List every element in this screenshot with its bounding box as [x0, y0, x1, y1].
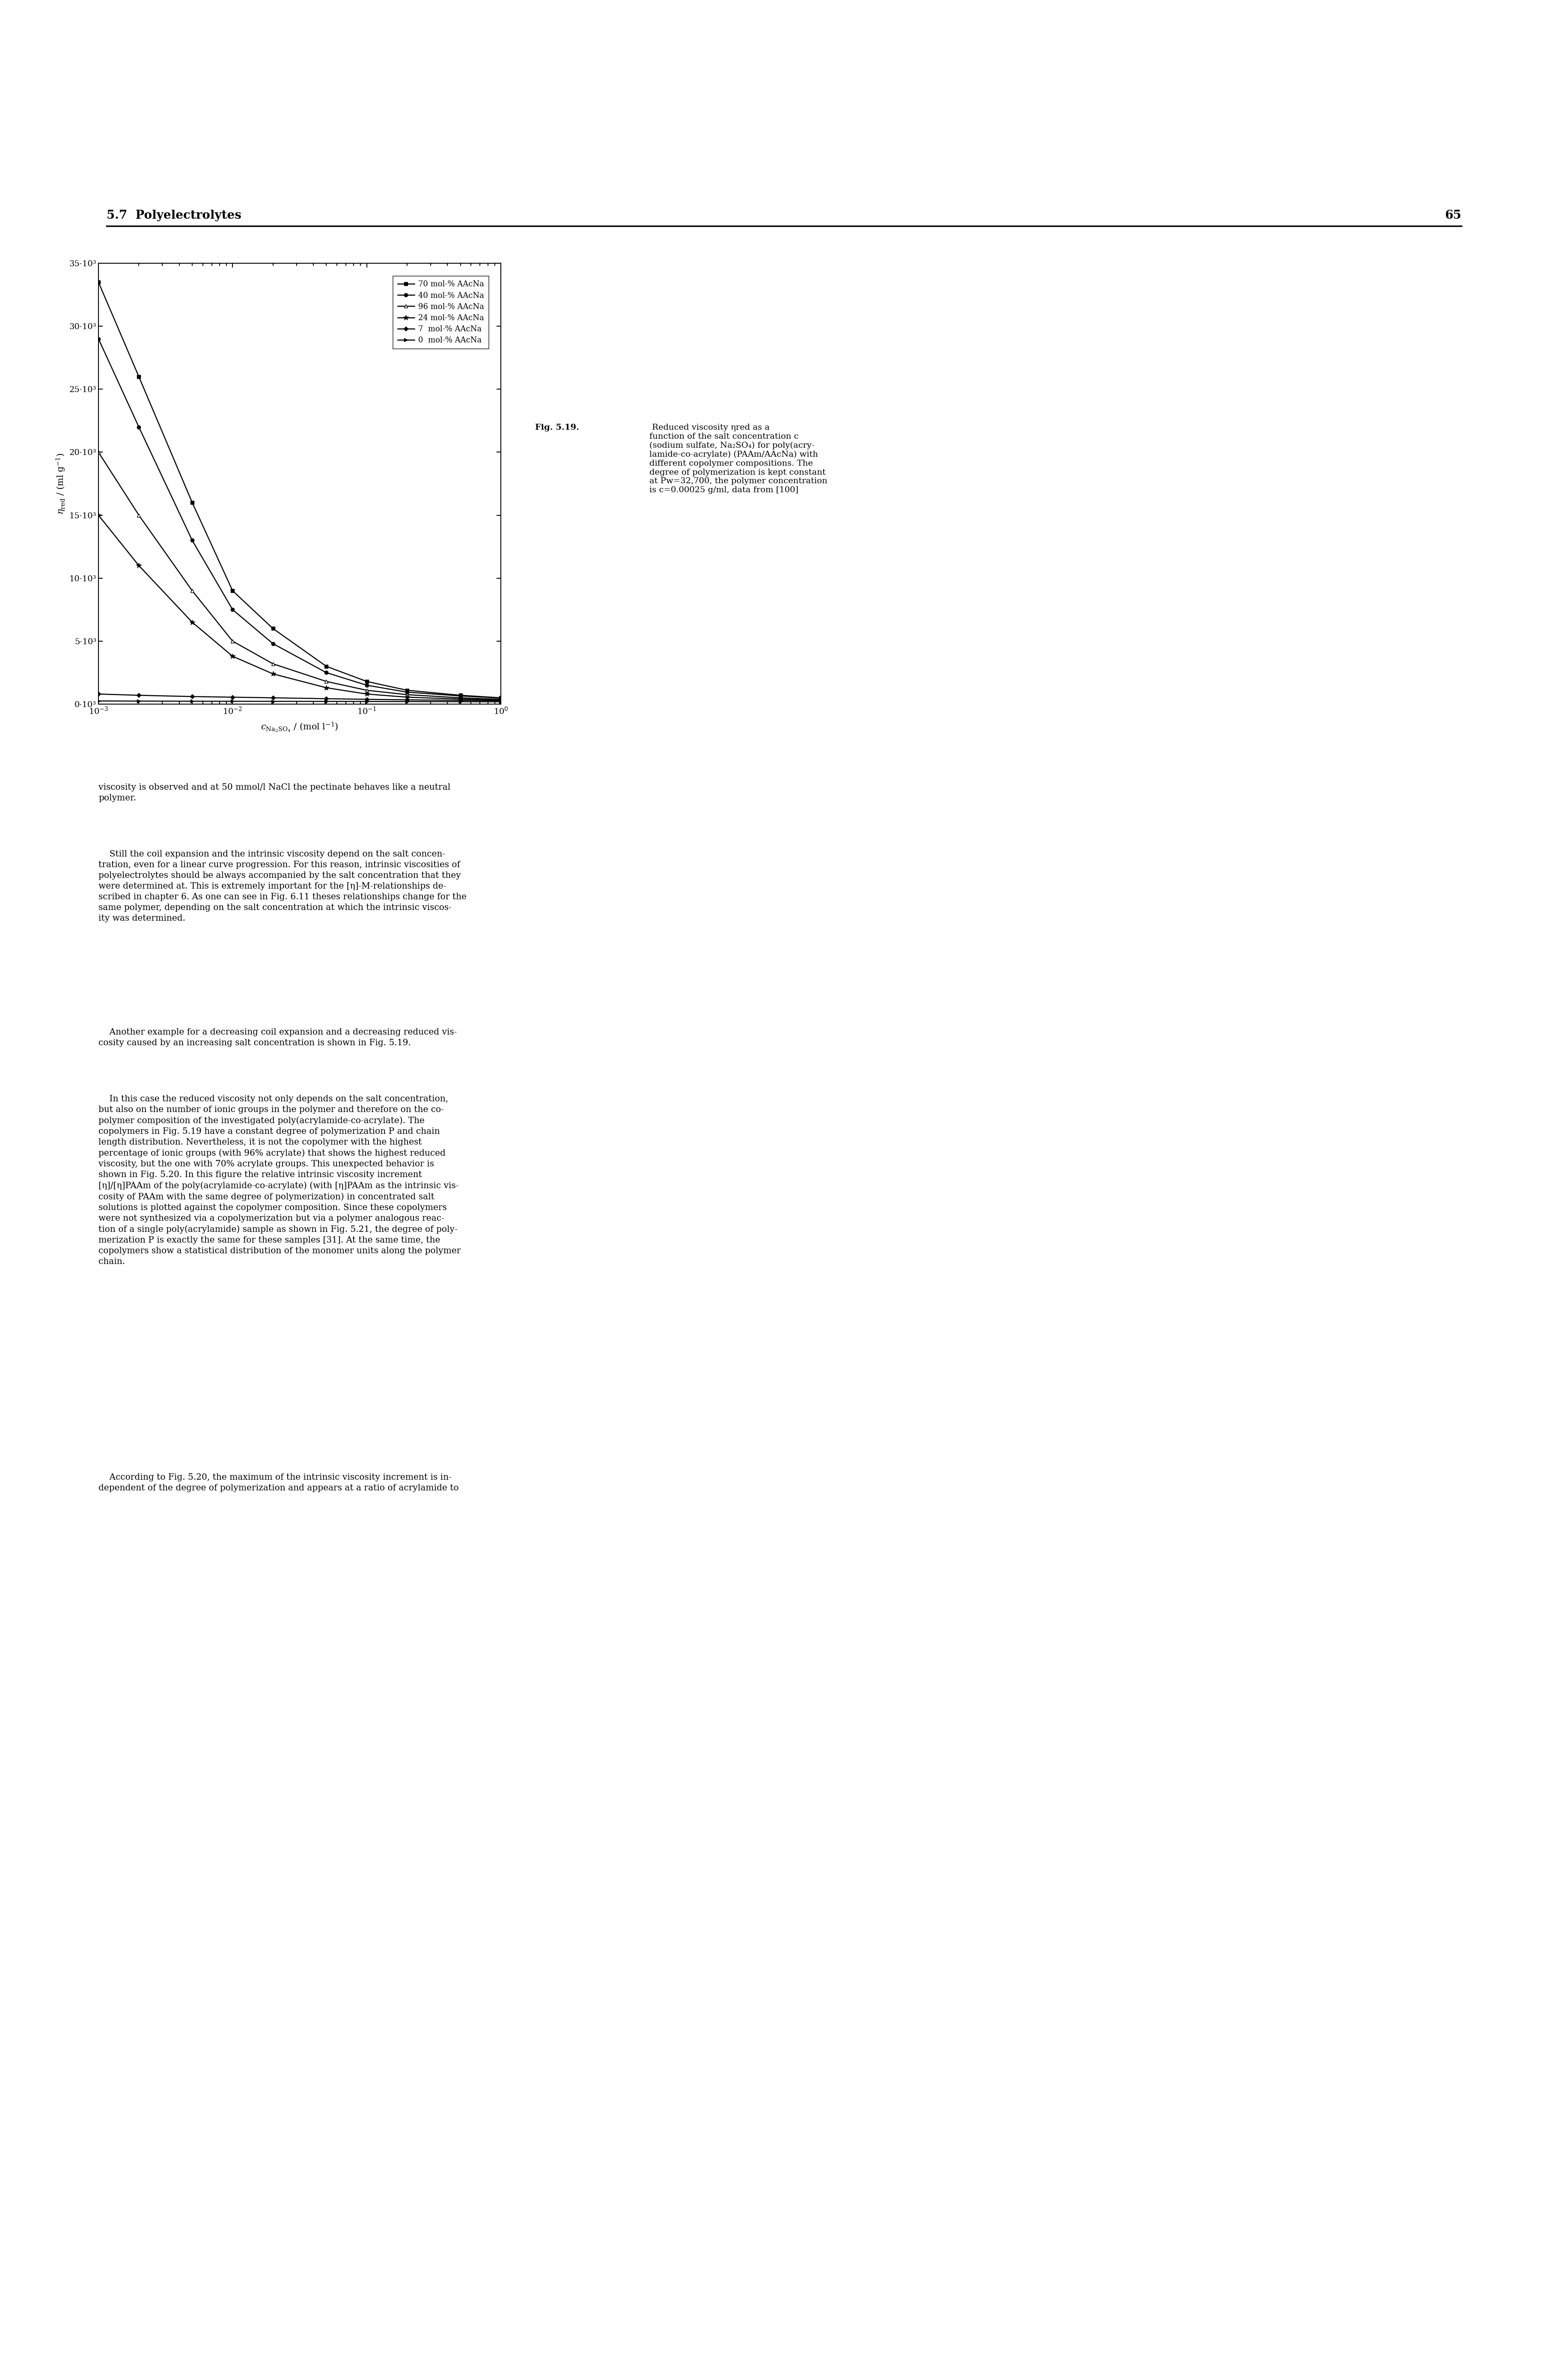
- 24 mol-% AAcNa: [263, 661, 282, 689]
- 7  mol-% AAcNa: [452, 687, 470, 715]
- 0  mol-% AAcNa: [130, 687, 149, 715]
- 24 mol-% AAcNa: [223, 642, 241, 670]
- 40 mol-% AAcNa: [263, 630, 282, 658]
- 0  mol-% AAcNa: [398, 687, 417, 715]
- 96 mol-% AAcNa: [223, 627, 241, 656]
- 24 mol-% AAcNa: [358, 680, 376, 708]
- 96 mol-% AAcNa: [183, 577, 202, 606]
- 24 mol-% AAcNa: [317, 672, 336, 701]
- 70 mol-% AAcNa: [491, 684, 510, 713]
- 0  mol-% AAcNa: [452, 687, 470, 715]
- Line: 70 mol-% AAcNa: 70 mol-% AAcNa: [97, 280, 503, 699]
- 96 mol-% AAcNa: [89, 437, 108, 466]
- 70 mol-% AAcNa: [263, 615, 282, 644]
- 40 mol-% AAcNa: [223, 596, 241, 625]
- 96 mol-% AAcNa: [317, 668, 336, 696]
- Line: 96 mol-% AAcNa: 96 mol-% AAcNa: [97, 451, 503, 701]
- 70 mol-% AAcNa: [183, 489, 202, 518]
- 24 mol-% AAcNa: [183, 608, 202, 637]
- 40 mol-% AAcNa: [89, 326, 108, 354]
- 0  mol-% AAcNa: [358, 687, 376, 715]
- 7  mol-% AAcNa: [263, 684, 282, 713]
- 70 mol-% AAcNa: [223, 577, 241, 606]
- 0  mol-% AAcNa: [317, 687, 336, 715]
- 7  mol-% AAcNa: [491, 687, 510, 715]
- 0  mol-% AAcNa: [183, 687, 202, 715]
- Line: 24 mol-% AAcNa: 24 mol-% AAcNa: [96, 513, 503, 703]
- 7  mol-% AAcNa: [130, 682, 149, 710]
- 70 mol-% AAcNa: [130, 364, 149, 392]
- 7  mol-% AAcNa: [89, 680, 108, 708]
- 70 mol-% AAcNa: [358, 668, 376, 696]
- 24 mol-% AAcNa: [452, 684, 470, 713]
- 24 mol-% AAcNa: [130, 551, 149, 580]
- 40 mol-% AAcNa: [452, 682, 470, 710]
- Text: viscosity is observed and at 50 mmol/l NaCl the pectinate behaves like a neutral: viscosity is observed and at 50 mmol/l N…: [99, 784, 450, 803]
- X-axis label: $c_{\mathrm{Na_2SO_4}}$ / (mol l$^{-1}$): $c_{\mathrm{Na_2SO_4}}$ / (mol l$^{-1}$): [260, 720, 339, 734]
- 7  mol-% AAcNa: [183, 682, 202, 710]
- 96 mol-% AAcNa: [491, 684, 510, 713]
- 0  mol-% AAcNa: [89, 687, 108, 715]
- 70 mol-% AAcNa: [452, 682, 470, 710]
- 7  mol-% AAcNa: [398, 687, 417, 715]
- 70 mol-% AAcNa: [89, 268, 108, 297]
- 24 mol-% AAcNa: [491, 687, 510, 715]
- 24 mol-% AAcNa: [398, 682, 417, 710]
- 0  mol-% AAcNa: [263, 687, 282, 715]
- 70 mol-% AAcNa: [317, 651, 336, 680]
- Line: 40 mol-% AAcNa: 40 mol-% AAcNa: [97, 337, 503, 701]
- 40 mol-% AAcNa: [130, 413, 149, 442]
- Line: 0  mol-% AAcNa: 0 mol-% AAcNa: [97, 699, 503, 703]
- 7  mol-% AAcNa: [358, 684, 376, 713]
- 96 mol-% AAcNa: [130, 501, 149, 530]
- 96 mol-% AAcNa: [452, 684, 470, 713]
- 96 mol-% AAcNa: [398, 680, 417, 708]
- 96 mol-% AAcNa: [263, 649, 282, 677]
- 0  mol-% AAcNa: [491, 687, 510, 715]
- 96 mol-% AAcNa: [358, 677, 376, 706]
- Text: Still the coil expansion and the intrinsic viscosity depend on the salt concen-
: Still the coil expansion and the intrins…: [99, 851, 467, 922]
- 40 mol-% AAcNa: [358, 670, 376, 699]
- Text: In this case the reduced viscosity not only depends on the salt concentration,
b: In this case the reduced viscosity not o…: [99, 1095, 461, 1266]
- 40 mol-% AAcNa: [398, 677, 417, 706]
- 40 mol-% AAcNa: [183, 525, 202, 554]
- Text: Fig. 5.19.: Fig. 5.19.: [535, 423, 579, 432]
- Text: 5.7  Polyelectrolytes: 5.7 Polyelectrolytes: [107, 209, 241, 221]
- Text: According to Fig. 5.20, the maximum of the intrinsic viscosity increment is in-
: According to Fig. 5.20, the maximum of t…: [99, 1473, 459, 1492]
- 40 mol-% AAcNa: [491, 684, 510, 713]
- 70 mol-% AAcNa: [398, 677, 417, 706]
- Text: 65: 65: [1444, 209, 1461, 221]
- Legend: 70 mol-% AAcNa, 40 mol-% AAcNa, 96 mol-% AAcNa, 24 mol-% AAcNa, 7  mol-% AAcNa, : 70 mol-% AAcNa, 40 mol-% AAcNa, 96 mol-%…: [394, 276, 489, 349]
- 0  mol-% AAcNa: [223, 687, 241, 715]
- Y-axis label: $\eta_\mathrm{red}$ / (ml g$^{-1}$): $\eta_\mathrm{red}$ / (ml g$^{-1}$): [55, 454, 67, 516]
- 7  mol-% AAcNa: [223, 682, 241, 710]
- 24 mol-% AAcNa: [89, 501, 108, 530]
- 7  mol-% AAcNa: [317, 684, 336, 713]
- 40 mol-% AAcNa: [317, 658, 336, 687]
- Text: Another example for a decreasing coil expansion and a decreasing reduced vis-
co: Another example for a decreasing coil ex…: [99, 1029, 456, 1048]
- Text: Reduced viscosity ηred as a
function of the salt concentration c
(sodium sulfate: Reduced viscosity ηred as a function of …: [649, 423, 828, 494]
- Line: 7  mol-% AAcNa: 7 mol-% AAcNa: [97, 691, 502, 703]
